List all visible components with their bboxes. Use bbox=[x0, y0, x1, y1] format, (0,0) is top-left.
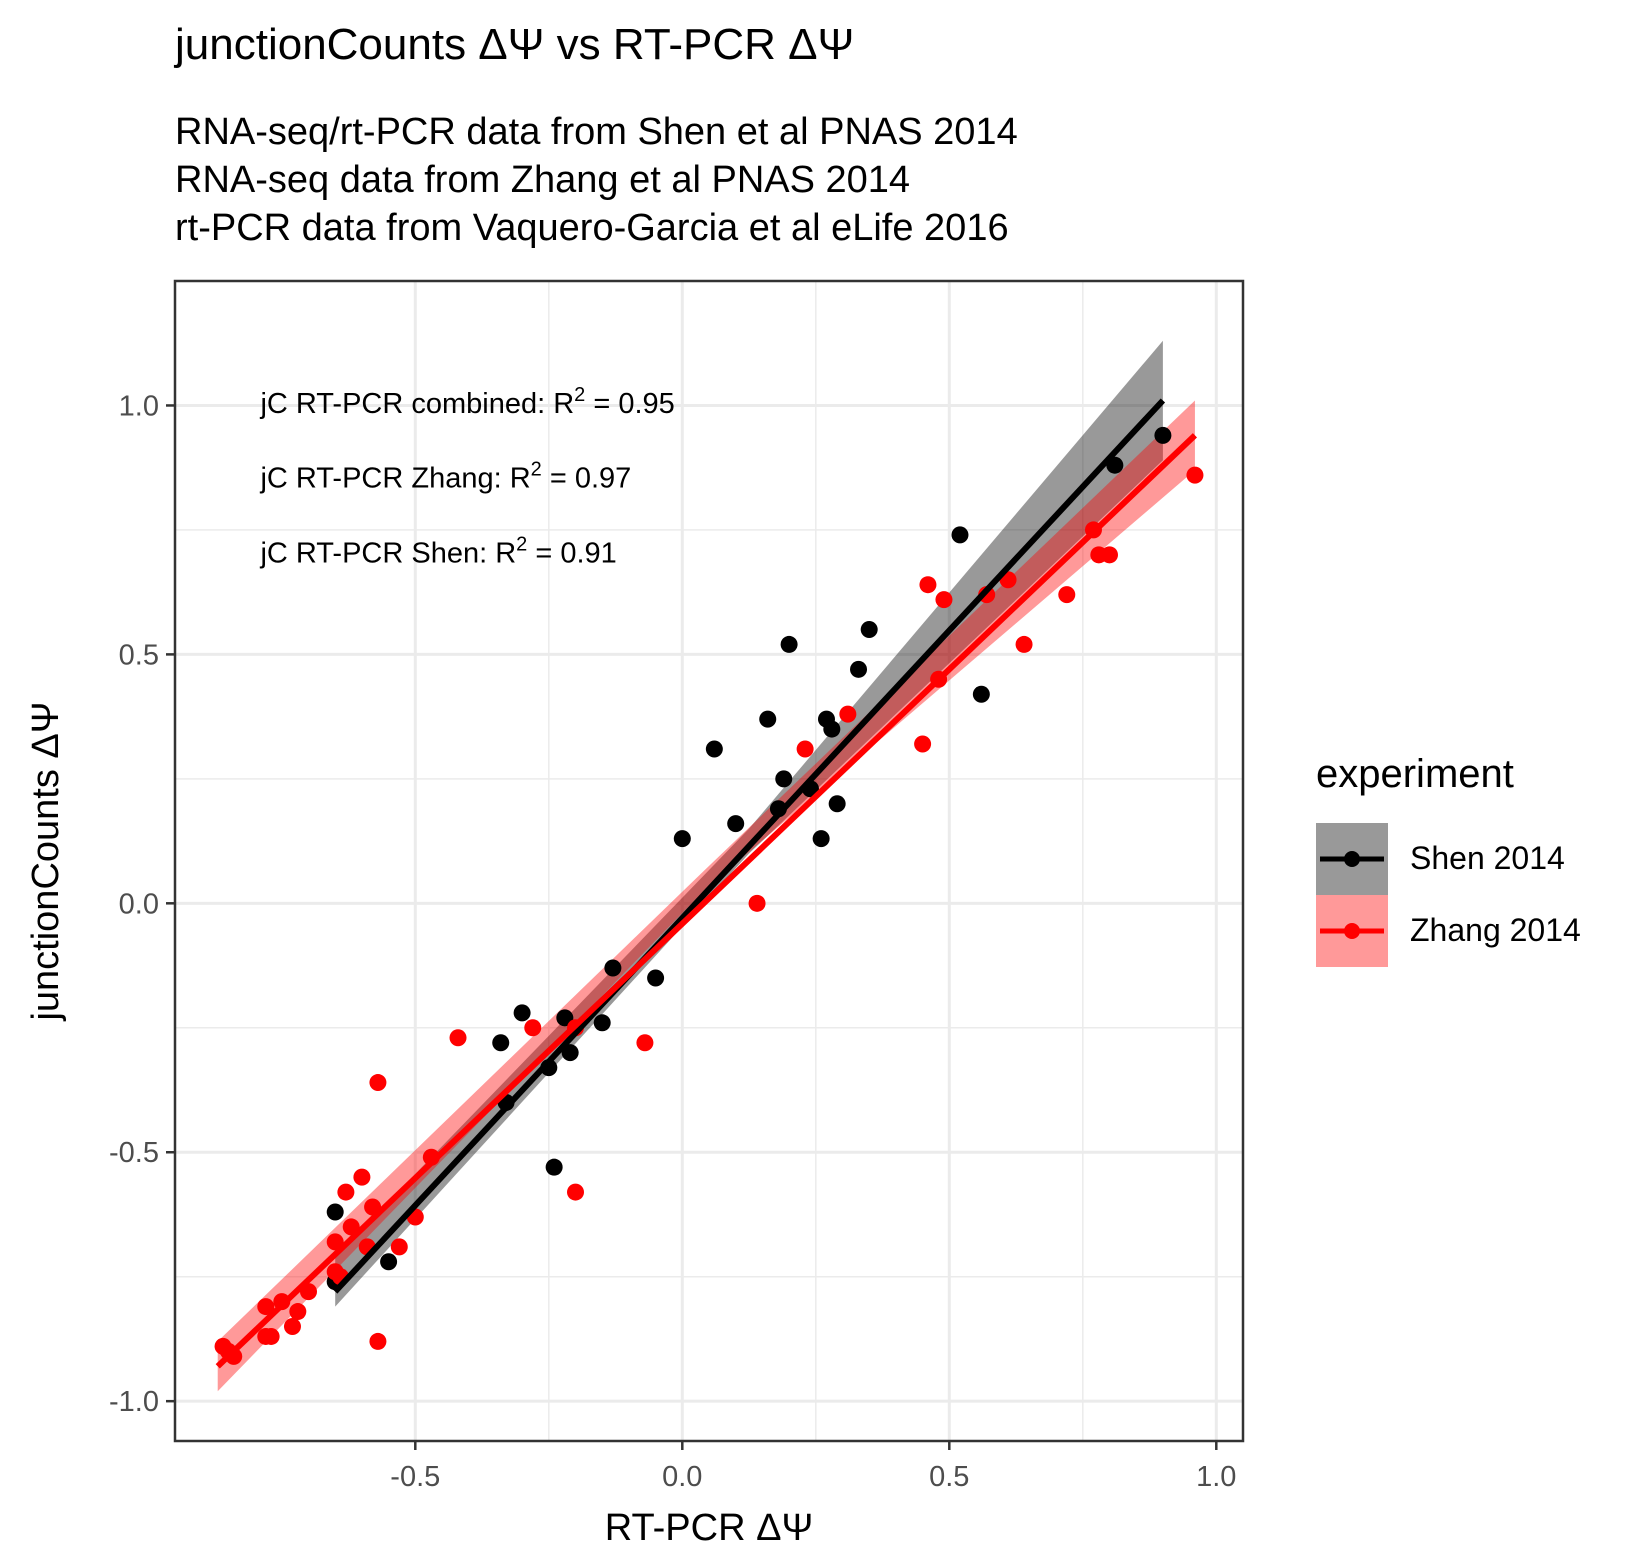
y-tick-label: 0.5 bbox=[119, 639, 159, 671]
data-point bbox=[775, 770, 793, 788]
data-point bbox=[759, 710, 777, 728]
data-point bbox=[593, 1014, 611, 1032]
y-tick-label: -0.5 bbox=[109, 1137, 159, 1169]
chart-title: junctionCounts ΔΨ vs RT-PCR ΔΨ bbox=[175, 20, 855, 69]
data-point bbox=[647, 969, 665, 987]
data-point bbox=[1101, 546, 1118, 564]
data-point bbox=[369, 1074, 387, 1092]
plot-panel bbox=[175, 281, 1243, 1441]
r-squared-annotation: jC RT-PCR Zhang: R2 = 0.97 bbox=[259, 459, 631, 495]
data-point bbox=[289, 1303, 307, 1321]
data-point bbox=[935, 591, 953, 609]
x-tick-label: 1.0 bbox=[1196, 1461, 1236, 1493]
data-point bbox=[513, 1004, 531, 1022]
data-point bbox=[1058, 586, 1076, 604]
data-point bbox=[492, 1034, 510, 1052]
data-point bbox=[449, 1029, 467, 1047]
x-tick-label: 0.5 bbox=[929, 1461, 969, 1493]
data-point bbox=[604, 959, 622, 977]
data-point bbox=[812, 830, 830, 848]
y-tick-label: 0.0 bbox=[119, 888, 159, 920]
data-point bbox=[545, 1158, 563, 1176]
data-point bbox=[748, 894, 766, 912]
legend-label-shen: Shen 2014 bbox=[1410, 840, 1565, 876]
data-point bbox=[283, 1317, 301, 1335]
x-tick-label: -0.5 bbox=[390, 1461, 440, 1493]
data-point bbox=[796, 740, 814, 758]
subtitle-line-2: RNA-seq data from Zhang et al PNAS 2014 bbox=[175, 159, 911, 201]
data-point bbox=[780, 635, 798, 653]
data-point bbox=[556, 1009, 574, 1027]
data-point bbox=[636, 1034, 654, 1052]
data-point bbox=[1154, 426, 1172, 444]
data-point bbox=[860, 620, 878, 638]
data-point bbox=[972, 685, 990, 703]
data-point bbox=[524, 1019, 542, 1037]
legend-label-zhang: Zhang 2014 bbox=[1410, 912, 1581, 948]
data-point bbox=[919, 576, 937, 594]
y-axis-title: junctionCounts ΔΨ bbox=[25, 701, 67, 1021]
data-point bbox=[951, 526, 969, 544]
subtitle-line-3: rt-PCR data from Vaquero-Garcia et al eL… bbox=[175, 207, 1009, 249]
data-point bbox=[326, 1203, 344, 1221]
x-tick-label: 0.0 bbox=[662, 1461, 702, 1493]
plot-border bbox=[173, 279, 1245, 1443]
data-point bbox=[567, 1183, 584, 1201]
data-point bbox=[1015, 635, 1033, 653]
data-point bbox=[1186, 466, 1204, 484]
data-point bbox=[390, 1238, 408, 1256]
x-axis-title: RT-PCR ΔΨ bbox=[605, 1507, 813, 1549]
legend-key-shen bbox=[1316, 823, 1388, 895]
confidence-band bbox=[217, 400, 1195, 1392]
subtitle-line-1: RNA-seq/rt-PCR data from Shen et al PNAS… bbox=[175, 111, 1018, 153]
fit-line bbox=[215, 433, 1198, 1369]
data-point bbox=[914, 735, 932, 753]
data-point bbox=[326, 1233, 344, 1251]
data-point bbox=[257, 1327, 275, 1345]
fit-line bbox=[333, 398, 1166, 1294]
data-point bbox=[673, 830, 691, 848]
data-point bbox=[369, 1332, 387, 1350]
data-point bbox=[257, 1298, 275, 1316]
data-point bbox=[850, 660, 868, 678]
data-point bbox=[727, 815, 745, 833]
data-point bbox=[561, 1044, 579, 1062]
data-point bbox=[828, 795, 846, 813]
data-point bbox=[353, 1168, 371, 1186]
y-tick-label: 1.0 bbox=[119, 390, 159, 422]
legend-title: experiment bbox=[1316, 752, 1514, 796]
data-point bbox=[823, 720, 841, 738]
y-tick-label: -1.0 bbox=[109, 1386, 159, 1418]
data-point bbox=[705, 740, 723, 758]
legend-key-zhang bbox=[1316, 895, 1388, 967]
r-squared-annotation: jC RT-PCR Shen: R2 = 0.91 bbox=[259, 533, 616, 569]
data-point bbox=[337, 1183, 355, 1201]
r-squared-annotation: jC RT-PCR combined: R2 = 0.95 bbox=[259, 384, 674, 420]
data-point bbox=[380, 1253, 398, 1271]
data-point bbox=[839, 705, 857, 723]
